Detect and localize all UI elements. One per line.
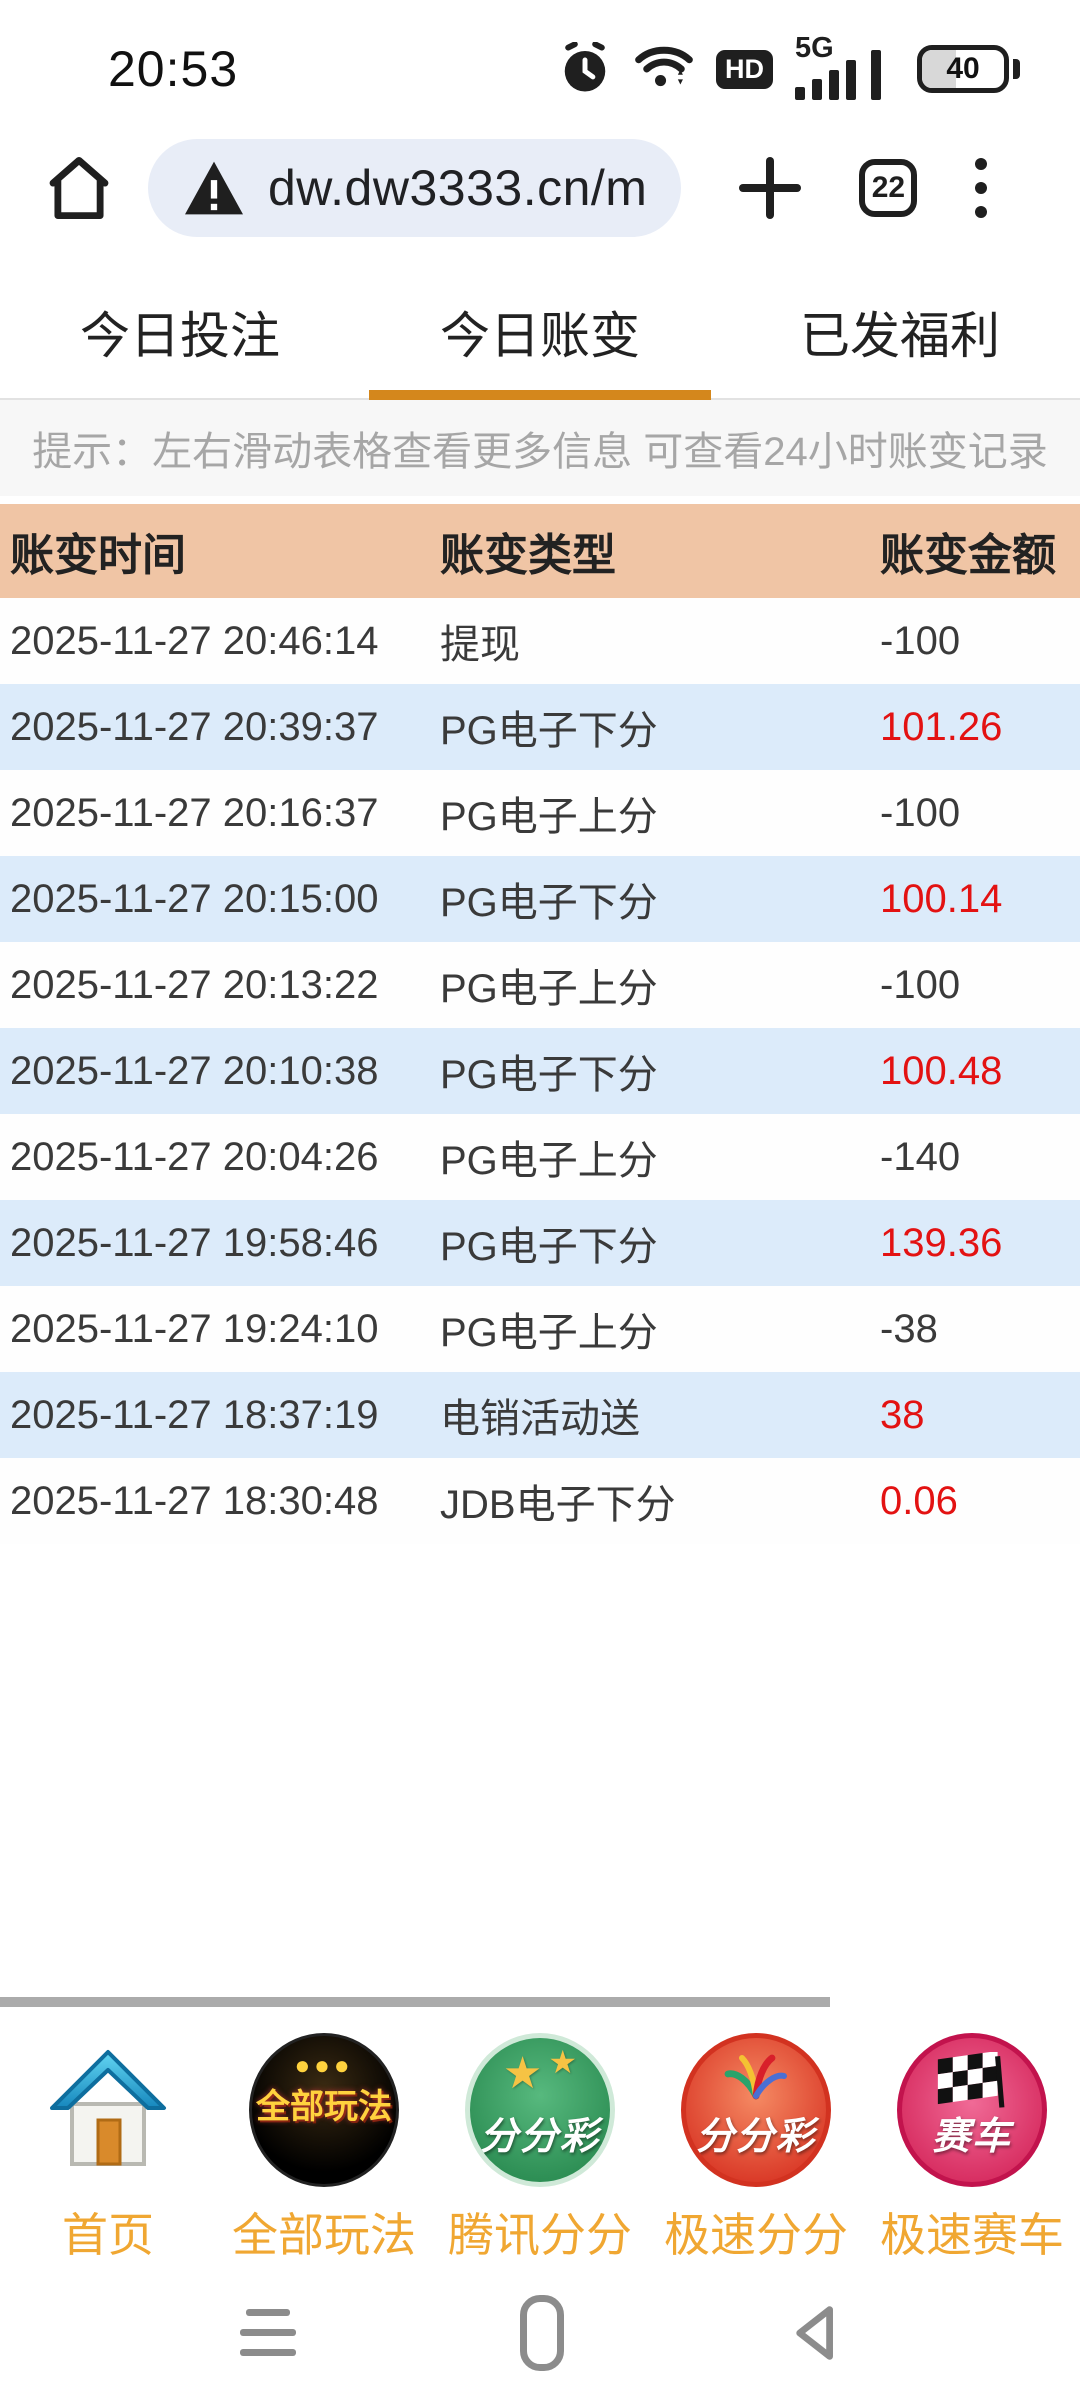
wifi-icon [635, 46, 693, 87]
bottom-nav-item-pink[interactable]: 赛车 极速赛车 [864, 2015, 1080, 2265]
status-bar: 20:53 HD 5G 40 [0, 0, 1080, 120]
pink-game-badge-icon[interactable]: 赛车 [897, 2033, 1047, 2187]
tab-0[interactable]: 今日投注 [80, 307, 280, 364]
red-game-badge-icon[interactable]: 分分彩 [681, 2033, 831, 2187]
hint-text: 提示：左右滑动表格查看更多信息 可查看24小时账变记录 [32, 430, 1048, 474]
table-row: 2025-11-27 20:46:14 提现 -100 [0, 598, 1080, 684]
col-header-type: 账变类型 [440, 531, 616, 580]
browser-menu-icon[interactable] [975, 157, 988, 218]
table-row: 2025-11-27 18:37:19 电销活动送 38 [0, 1372, 1080, 1458]
status-icons: HD 5G 40 [558, 32, 1020, 102]
table-row: 2025-11-27 20:39:37 PG电子下分 101.26 [0, 684, 1080, 770]
table-row: 2025-11-27 20:16:37 PG电子上分 -100 [0, 770, 1080, 856]
battery-icon: 40 [917, 45, 1020, 93]
android-menu-icon[interactable] [240, 2309, 296, 2356]
table-row: 2025-11-27 19:24:10 PG电子上分 -38 [0, 1286, 1080, 1372]
col-header-time: 账变时间 [10, 531, 186, 580]
bottom-nav-item-black[interactable]: ●●● 全部玩法 全部玩法 [216, 2015, 432, 2265]
account-change-table: 账变时间 账变类型 账变金额 2025-11-27 20:46:14 提现 -1… [0, 504, 1080, 1544]
bottom-nav-item-green[interactable]: ★ ★ 分分彩 腾讯分分 [432, 2015, 648, 2265]
url-bar[interactable]: dw.dw3333.cn/m [148, 138, 682, 237]
url-text[interactable]: dw.dw3333.cn/m [268, 159, 648, 216]
bottom-nav-item-red[interactable]: 分分彩 极速分分 [648, 2015, 864, 2265]
browser-toolbar: dw.dw3333.cn/m 22 [0, 120, 1080, 265]
browser-home-icon[interactable] [40, 147, 118, 229]
not-secure-warning-icon[interactable] [182, 159, 246, 217]
page-tabs: 今日投注 今日账变 已发福利 [0, 265, 1080, 400]
nav-divider [0, 1997, 830, 2007]
alarm-icon [564, 42, 606, 92]
clock-time: 20:53 [108, 41, 239, 97]
android-home-icon[interactable] [520, 2294, 564, 2371]
tab-2[interactable]: 已发福利 [800, 307, 1000, 364]
table-row: 2025-11-27 19:58:46 PG电子下分 139.36 [0, 1200, 1080, 1286]
network-type-label: 5G [795, 32, 834, 64]
content-spacer [0, 1544, 1080, 1997]
tab-1[interactable]: 今日账变 [360, 265, 720, 400]
table-row: 2025-11-27 20:04:26 PG电子上分 -140 [0, 1114, 1080, 1200]
hd-badge-icon: HD [716, 49, 773, 89]
table-row: 2025-11-27 20:15:00 PG电子下分 100.14 [0, 856, 1080, 942]
android-back-icon[interactable] [788, 2300, 840, 2366]
android-nav-bar [0, 2265, 1080, 2400]
bottom-nav-item-home[interactable]: 首页 [0, 2015, 216, 2265]
active-tab-underline [369, 390, 711, 400]
bottom-nav: 首页 ●●● 全部玩法 全部玩法 ★ ★ 分分彩 腾讯分分 分分彩 极速分分 赛车… [0, 2015, 1080, 2265]
new-tab-icon[interactable] [739, 157, 801, 219]
tab-counter[interactable]: 22 [859, 158, 918, 217]
table-row: 2025-11-27 18:30:48 JDB电子下分 0.06 [0, 1458, 1080, 1544]
green-game-badge-icon[interactable]: ★ ★ 分分彩 [465, 2033, 615, 2187]
table-row: 2025-11-27 20:13:22 PG电子上分 -100 [0, 942, 1080, 1028]
home-icon[interactable] [33, 2033, 183, 2187]
signal-icon: 5G [795, 32, 895, 102]
black-game-badge-icon[interactable]: ●●● 全部玩法 [249, 2033, 399, 2187]
col-header-amount: 账变金额 [880, 531, 1056, 580]
hint-bar: 提示：左右滑动表格查看更多信息 可查看24小时账变记录 [0, 400, 1080, 496]
table-header-row: 账变时间 账变类型 账变金额 [0, 504, 1080, 598]
battery-percent: 40 [946, 52, 980, 85]
table-row: 2025-11-27 20:10:38 PG电子下分 100.48 [0, 1028, 1080, 1114]
